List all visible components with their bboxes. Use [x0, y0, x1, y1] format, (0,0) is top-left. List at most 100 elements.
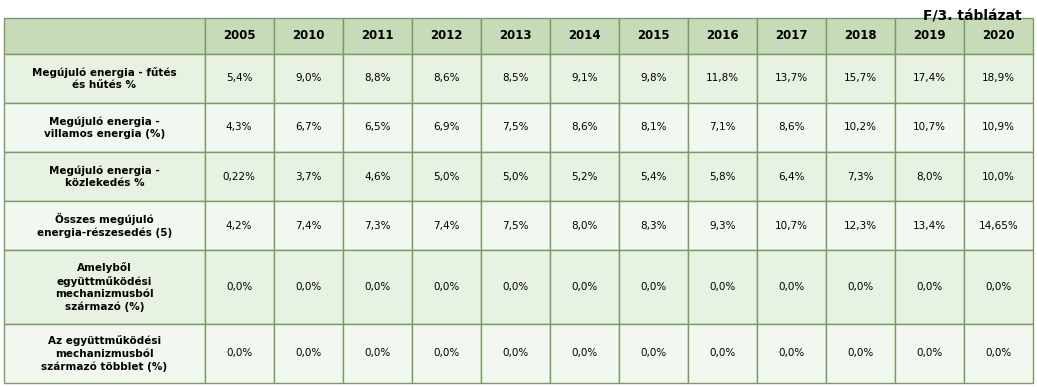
- Text: 9,1%: 9,1%: [571, 74, 597, 83]
- Bar: [688, 324, 757, 383]
- Text: 2010: 2010: [292, 29, 325, 43]
- Text: 0,0%: 0,0%: [847, 282, 873, 292]
- Bar: [481, 152, 550, 201]
- Bar: [481, 250, 550, 324]
- Bar: [4, 103, 204, 152]
- Text: 8,0%: 8,0%: [571, 221, 597, 231]
- Bar: [825, 18, 895, 54]
- Bar: [619, 152, 688, 201]
- Bar: [825, 152, 895, 201]
- Bar: [895, 324, 964, 383]
- Text: Összes megújuló
energia-részesedés (5): Összes megújuló energia-részesedés (5): [36, 213, 172, 238]
- Text: 6,9%: 6,9%: [433, 123, 459, 132]
- Bar: [619, 324, 688, 383]
- Bar: [412, 152, 481, 201]
- Text: 5,4%: 5,4%: [640, 171, 667, 182]
- Bar: [481, 201, 550, 250]
- Bar: [964, 201, 1033, 250]
- Text: 9,0%: 9,0%: [295, 74, 321, 83]
- Bar: [757, 18, 825, 54]
- Text: 0,0%: 0,0%: [640, 348, 667, 358]
- Text: 2015: 2015: [637, 29, 670, 43]
- Text: 2020: 2020: [982, 29, 1015, 43]
- Bar: [204, 54, 274, 103]
- Bar: [481, 324, 550, 383]
- Text: 2016: 2016: [706, 29, 738, 43]
- Text: 5,8%: 5,8%: [709, 171, 735, 182]
- Text: 7,1%: 7,1%: [709, 123, 735, 132]
- Text: 6,5%: 6,5%: [364, 123, 391, 132]
- Text: 6,7%: 6,7%: [295, 123, 321, 132]
- Bar: [688, 250, 757, 324]
- Bar: [274, 201, 342, 250]
- Bar: [825, 54, 895, 103]
- Text: 18,9%: 18,9%: [982, 74, 1015, 83]
- Bar: [688, 103, 757, 152]
- Bar: [412, 54, 481, 103]
- Text: 0,0%: 0,0%: [226, 348, 252, 358]
- Bar: [825, 201, 895, 250]
- Text: 2011: 2011: [361, 29, 393, 43]
- Text: 2005: 2005: [223, 29, 255, 43]
- Bar: [757, 201, 825, 250]
- Bar: [895, 54, 964, 103]
- Bar: [825, 103, 895, 152]
- Text: 0,0%: 0,0%: [917, 282, 943, 292]
- Bar: [274, 54, 342, 103]
- Bar: [895, 201, 964, 250]
- Text: 0,0%: 0,0%: [847, 348, 873, 358]
- Text: 14,65%: 14,65%: [979, 221, 1018, 231]
- Text: 0,0%: 0,0%: [640, 282, 667, 292]
- Text: 0,0%: 0,0%: [985, 348, 1012, 358]
- Text: 0,0%: 0,0%: [779, 282, 805, 292]
- Bar: [688, 18, 757, 54]
- Bar: [964, 18, 1033, 54]
- Bar: [342, 152, 412, 201]
- Bar: [619, 250, 688, 324]
- Text: 0,0%: 0,0%: [364, 348, 390, 358]
- Text: 10,0%: 10,0%: [982, 171, 1015, 182]
- Text: 0,0%: 0,0%: [917, 348, 943, 358]
- Bar: [619, 201, 688, 250]
- Bar: [757, 152, 825, 201]
- Text: 7,3%: 7,3%: [364, 221, 391, 231]
- Text: 7,5%: 7,5%: [502, 123, 529, 132]
- Text: 7,4%: 7,4%: [295, 221, 321, 231]
- Text: F/3. táblázat: F/3. táblázat: [923, 10, 1021, 24]
- Text: 9,8%: 9,8%: [640, 74, 667, 83]
- Text: 10,7%: 10,7%: [775, 221, 808, 231]
- Bar: [688, 54, 757, 103]
- Bar: [895, 103, 964, 152]
- Text: 0,22%: 0,22%: [223, 171, 256, 182]
- Text: 6,4%: 6,4%: [778, 171, 805, 182]
- Text: 13,4%: 13,4%: [913, 221, 946, 231]
- Text: 0,0%: 0,0%: [571, 282, 597, 292]
- Text: 12,3%: 12,3%: [844, 221, 877, 231]
- Text: 2014: 2014: [568, 29, 600, 43]
- Bar: [688, 201, 757, 250]
- Text: 7,4%: 7,4%: [433, 221, 459, 231]
- Bar: [964, 324, 1033, 383]
- Bar: [481, 18, 550, 54]
- Bar: [964, 103, 1033, 152]
- Bar: [274, 324, 342, 383]
- Bar: [204, 18, 274, 54]
- Bar: [895, 18, 964, 54]
- Text: 0,0%: 0,0%: [296, 348, 321, 358]
- Bar: [964, 54, 1033, 103]
- Text: 0,0%: 0,0%: [226, 282, 252, 292]
- Text: 0,0%: 0,0%: [433, 282, 459, 292]
- Bar: [550, 250, 619, 324]
- Text: 10,2%: 10,2%: [844, 123, 877, 132]
- Bar: [342, 250, 412, 324]
- Bar: [895, 152, 964, 201]
- Text: 0,0%: 0,0%: [779, 348, 805, 358]
- Bar: [412, 18, 481, 54]
- Bar: [342, 103, 412, 152]
- Bar: [550, 54, 619, 103]
- Bar: [895, 250, 964, 324]
- Text: 10,9%: 10,9%: [982, 123, 1015, 132]
- Bar: [757, 54, 825, 103]
- Text: 13,7%: 13,7%: [775, 74, 808, 83]
- Text: 4,2%: 4,2%: [226, 221, 252, 231]
